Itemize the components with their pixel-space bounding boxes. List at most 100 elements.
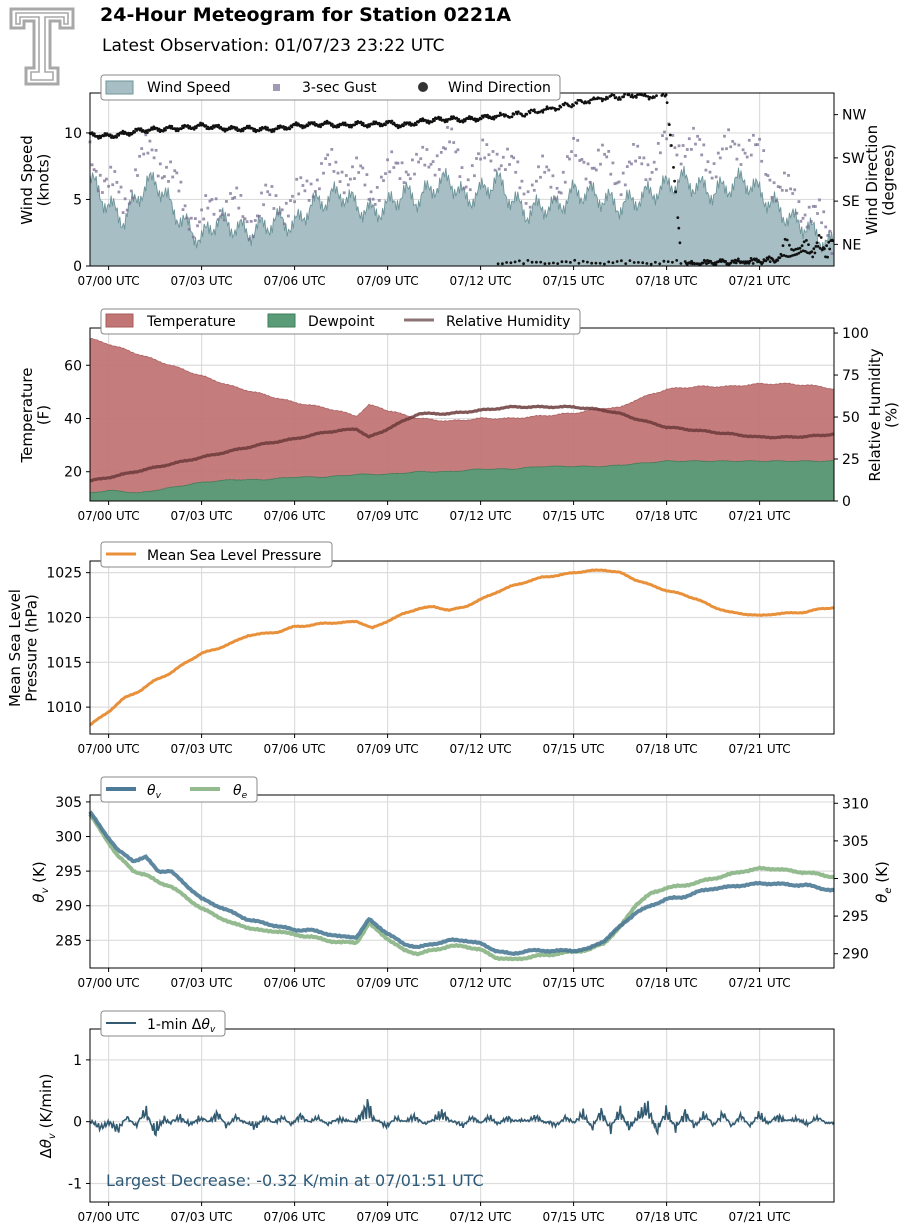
dewpoint-area xyxy=(89,459,835,502)
gust-point xyxy=(241,215,245,218)
y-axis-label: Temperature(F) xyxy=(18,367,53,463)
gust-point xyxy=(648,177,652,181)
x-tick-label: 07/21 UTC xyxy=(729,1210,791,1224)
gust-point xyxy=(778,185,782,189)
y-tick-label: 60 xyxy=(64,358,82,374)
direction-point xyxy=(614,96,618,99)
gust-point xyxy=(634,159,637,163)
gust-point xyxy=(685,148,689,151)
direction-point xyxy=(529,108,533,112)
x-tick-label: 07/15 UTC xyxy=(543,976,605,990)
direction-point xyxy=(654,260,657,264)
gust-point xyxy=(270,185,274,188)
direction-point xyxy=(133,130,137,134)
direction-point xyxy=(564,260,568,264)
gust-point xyxy=(402,181,406,184)
gust-point xyxy=(287,214,290,218)
direction-point xyxy=(767,255,771,259)
gust-point xyxy=(315,178,319,182)
direction-point xyxy=(766,257,770,261)
x-tick-label: 07/00 UTC xyxy=(78,742,140,756)
gust-point xyxy=(233,196,237,199)
direction-point xyxy=(343,121,347,125)
direction-point xyxy=(277,126,281,130)
direction-point xyxy=(461,120,465,124)
gust-point xyxy=(510,154,513,158)
direction-point xyxy=(816,245,820,248)
gust-point xyxy=(636,144,640,148)
direction-point xyxy=(604,98,607,101)
y-tick-label: -1 xyxy=(68,1176,82,1192)
direction-point xyxy=(457,118,461,121)
direction-point xyxy=(789,254,792,258)
direction-point xyxy=(408,121,412,125)
x-tick-label: 07/15 UTC xyxy=(543,274,605,288)
gust-point xyxy=(522,192,526,196)
gust-point xyxy=(338,180,342,183)
gust-point xyxy=(181,208,185,211)
gust-point xyxy=(619,193,623,197)
gust-point xyxy=(406,173,410,177)
direction-point xyxy=(751,262,755,265)
gust-point xyxy=(671,134,675,137)
gust-point xyxy=(561,170,565,174)
gust-point xyxy=(444,147,447,151)
direction-point xyxy=(677,226,681,230)
gust-point xyxy=(615,181,619,185)
direction-point xyxy=(705,262,708,266)
direction-point xyxy=(825,244,828,248)
gust-point xyxy=(526,190,530,194)
y-axis-label: Δθv (K/min) xyxy=(37,1073,58,1158)
gust-point xyxy=(690,148,693,151)
gust-point xyxy=(117,190,121,194)
direction-point xyxy=(814,245,818,248)
gust-point xyxy=(710,176,714,180)
direction-point xyxy=(803,249,807,253)
direction-point xyxy=(328,121,332,125)
gust-point xyxy=(700,153,704,157)
gust-point xyxy=(654,167,658,171)
gust-point xyxy=(92,168,96,171)
plot-frame xyxy=(89,1028,835,1203)
gust-point xyxy=(121,211,125,214)
gust-point xyxy=(814,205,817,208)
gust-point xyxy=(677,144,681,148)
gust-point xyxy=(429,162,433,166)
gust-point xyxy=(785,189,788,192)
gust-point xyxy=(650,171,654,174)
direction-point xyxy=(662,259,666,263)
wind-speed-line xyxy=(89,165,835,253)
y-axis-label: Mean Sea LevelPressure (hPa) xyxy=(6,589,41,707)
x-tick-label: 07/21 UTC xyxy=(729,509,791,523)
gust-point xyxy=(499,164,503,168)
direction-point xyxy=(678,241,682,245)
direction-point xyxy=(640,93,643,97)
direction-point xyxy=(802,240,806,244)
gust-point xyxy=(220,213,224,217)
direction-point xyxy=(824,255,827,259)
texas-tech-logo xyxy=(9,7,75,86)
direction-point xyxy=(793,253,797,257)
gust-point xyxy=(512,156,516,160)
direction-point xyxy=(492,117,496,121)
direction-point xyxy=(807,243,810,247)
direction-point xyxy=(714,262,718,266)
y-tick-label: 285 xyxy=(55,933,82,949)
direction-point xyxy=(508,115,512,119)
direction-point xyxy=(649,262,653,266)
y2-tick-label: SE xyxy=(842,194,860,210)
gust-point xyxy=(156,174,160,178)
gust-point xyxy=(747,138,751,142)
gust-point xyxy=(582,160,586,164)
direction-point xyxy=(567,104,571,108)
direction-point xyxy=(778,256,782,260)
direction-point xyxy=(414,123,418,126)
y-tick-label: 300 xyxy=(55,830,82,846)
direction-point xyxy=(823,247,826,251)
gust-point xyxy=(714,175,718,179)
direction-point xyxy=(546,107,550,111)
legend-label-pressure: Mean Sea Level Pressure xyxy=(147,548,321,564)
direction-point xyxy=(798,246,802,250)
gust-point xyxy=(702,143,706,147)
gust-point xyxy=(692,126,695,130)
